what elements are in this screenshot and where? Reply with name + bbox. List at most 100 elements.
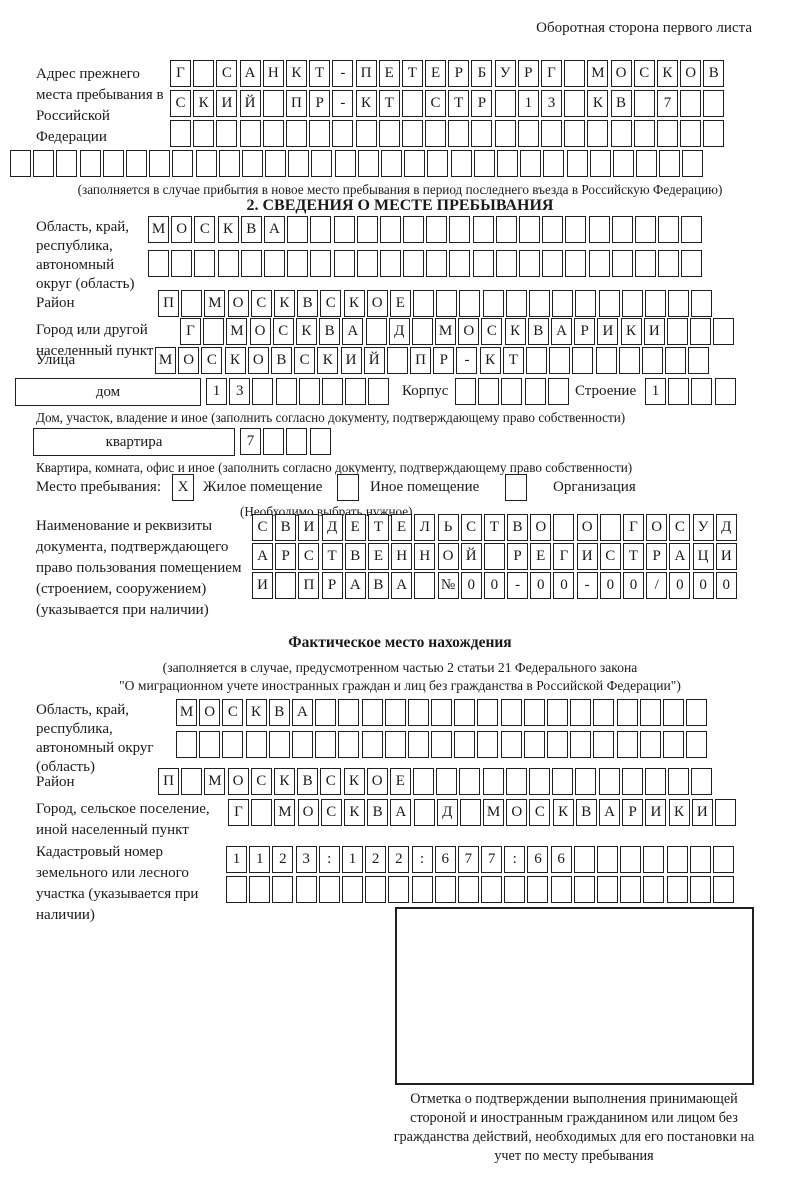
char-cell: [481, 876, 503, 903]
actual-location-note1: (заполняется в случае, предусмотренном ч…: [162, 660, 638, 675]
char-cell: [311, 150, 333, 177]
actual-location-title: Фактическое место нахождения: [288, 634, 512, 651]
char-cell: П: [285, 90, 307, 117]
char-cell: М: [204, 290, 226, 317]
char-cell: Н: [391, 543, 413, 570]
char-cell: [262, 90, 284, 117]
char-cell: В: [275, 514, 297, 541]
char-cell: 0: [530, 572, 552, 599]
char-cell: С: [320, 290, 342, 317]
char-cell: [193, 120, 215, 147]
char-cell: [403, 216, 425, 243]
char-cell: И: [691, 799, 713, 826]
char-cell: Р: [646, 543, 668, 570]
char-cell: Р: [448, 60, 470, 87]
char-cell: [523, 731, 545, 758]
char-cell: [193, 60, 215, 87]
char-cell: А: [391, 572, 413, 599]
char-cell: 0: [669, 572, 691, 599]
char-cell: [286, 428, 308, 455]
char-cell: [226, 876, 247, 903]
char-cell: [315, 731, 337, 758]
char-cell: [570, 699, 592, 726]
char-cell: [666, 846, 688, 873]
char-cell: О: [646, 514, 668, 541]
char-cell: [413, 768, 435, 795]
char-cell: [550, 876, 572, 903]
char-cell: И: [643, 318, 665, 345]
char-cell: Т: [367, 514, 389, 541]
char-cell: [658, 250, 680, 277]
char-cell: К: [273, 768, 295, 795]
char-cell: О: [680, 60, 702, 87]
char-cell: 1: [249, 846, 271, 873]
char-cell: О: [249, 318, 271, 345]
char-cell: [194, 250, 216, 277]
char-cell: М: [204, 768, 226, 795]
char-cell: [431, 699, 453, 726]
char-cell: Д: [436, 799, 458, 826]
char-cell: [427, 150, 449, 177]
char-cell: К: [587, 90, 609, 117]
char-cell: И: [715, 543, 737, 570]
char-cell: О: [366, 768, 388, 795]
char-cell: 1: [517, 90, 539, 117]
char-cell: [495, 250, 517, 277]
char-cell: [565, 216, 587, 243]
char-cell: Д: [321, 514, 343, 541]
char-cell: В: [610, 90, 632, 117]
char-cell: У: [692, 514, 714, 541]
char-cell: [553, 514, 575, 541]
char-cell: [500, 699, 522, 726]
char-cell: О: [227, 768, 249, 795]
char-cell: С: [170, 90, 191, 117]
char-cell: С: [222, 699, 244, 726]
char-cell: [295, 876, 317, 903]
char-cell: 3: [229, 378, 251, 405]
char-cell: 0: [599, 572, 621, 599]
char-cell: В: [240, 216, 262, 243]
char-cell: Г: [553, 543, 575, 570]
char-cell: К: [193, 90, 215, 117]
char-cell: [426, 250, 448, 277]
char-cell: [478, 378, 500, 405]
char-cell: [181, 290, 203, 317]
char-cell: [599, 514, 621, 541]
korpus-cells: [455, 378, 571, 405]
char-cell: [634, 216, 656, 243]
char-cell: [171, 250, 193, 277]
char-cell: Р: [471, 90, 493, 117]
char-cell: Е: [530, 543, 552, 570]
char-cell: [472, 250, 494, 277]
char-cell: 7: [240, 428, 261, 455]
char-cell: [643, 846, 665, 873]
char-cell: М: [435, 318, 457, 345]
char-cell: [597, 876, 618, 903]
char-cell: [315, 699, 337, 726]
char-cell: А: [263, 216, 285, 243]
char-cell: [691, 290, 713, 317]
char-cell: И: [340, 347, 362, 374]
char-cell: 0: [715, 572, 737, 599]
char-cell: [436, 290, 458, 317]
char-cell: [482, 290, 504, 317]
char-cell: А: [390, 799, 412, 826]
char-cell: С: [320, 768, 342, 795]
char-cell: [656, 120, 678, 147]
char-cell: [714, 378, 736, 405]
stamp-note: Отметка о подтверждении выполнения прини…: [393, 1091, 755, 1164]
char-cell: [357, 150, 379, 177]
char-cell: [633, 90, 655, 117]
char-cell: [56, 150, 78, 177]
char-cell: В: [270, 347, 292, 374]
apartment-cells: 7: [240, 428, 333, 455]
char-cell: [658, 216, 680, 243]
char-cell: С: [633, 60, 655, 87]
char-cell: [262, 120, 284, 147]
